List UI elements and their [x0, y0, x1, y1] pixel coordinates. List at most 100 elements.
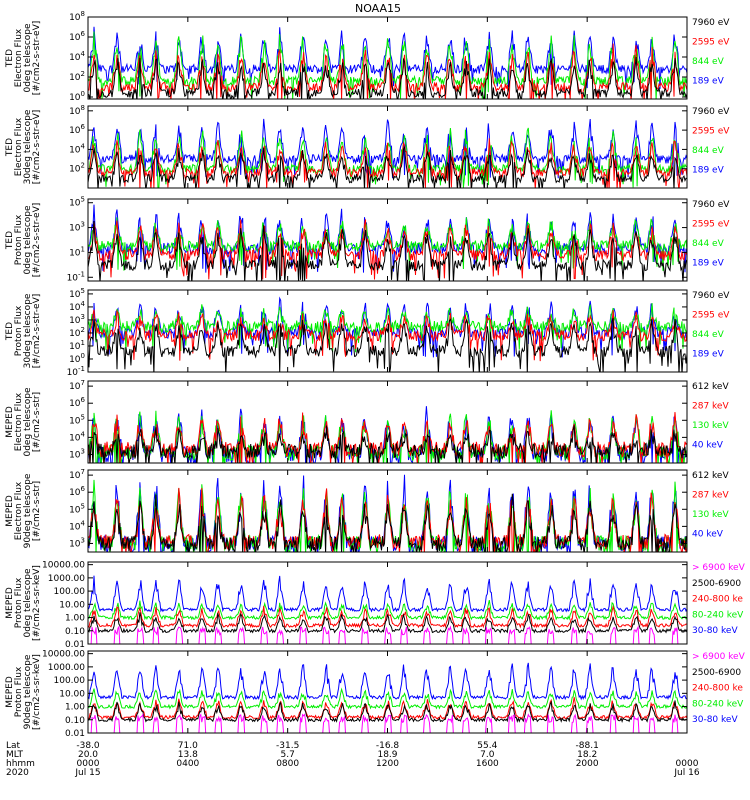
- legend-entry: 189 eV: [692, 350, 725, 360]
- x-tick-label: 2000: [576, 759, 599, 769]
- y-tick-label: 100: [69, 352, 85, 365]
- x-tick-label: -38.0: [76, 741, 100, 751]
- x-tick-label: -16.8: [376, 741, 400, 751]
- legend-entry: 2595 eV: [692, 220, 730, 230]
- series-line-red: [88, 697, 687, 721]
- series-line-green: [88, 31, 687, 99]
- panel-5: 103 104 105 106 107 MEPEDElectron Flux0deg te…: [5, 379, 729, 464]
- x-row-label: Lat: [6, 741, 21, 751]
- series-line-black: [88, 220, 687, 281]
- x-tick-label: 0000: [676, 759, 699, 769]
- x-tick-label: -88.1: [576, 741, 599, 751]
- series-line-red: [88, 604, 687, 629]
- legend-entry: 2500-6900: [692, 579, 741, 589]
- panel-3: 10-1 101 103 105 TEDProton Flux0deg telescop…: [5, 196, 730, 284]
- y-tick-label: 1000.00: [48, 663, 85, 673]
- legend-entry: 844 eV: [692, 146, 725, 156]
- x-tick-label: 13.8: [178, 750, 198, 760]
- series-line-black: [88, 425, 687, 463]
- y-tick-label: 105: [69, 502, 85, 515]
- x-tick-label: 0400: [176, 759, 199, 769]
- y-axis-label: TEDProton Flux30deg telescope[#/cm2-s-st…: [5, 293, 42, 368]
- series-line-red: [88, 138, 687, 188]
- x-row-label: hhmm: [6, 759, 35, 769]
- panel-data: [88, 204, 687, 281]
- legend-entry: > 6900 keV: [692, 563, 746, 573]
- y-axis-label: MEPEDProton Flux90deg telescope[#/cm2-s-…: [5, 654, 42, 730]
- x-tick-label: Jul 15: [74, 768, 100, 778]
- y-tick-label: 102: [69, 70, 85, 83]
- legend-entry: > 6900 keV: [692, 652, 746, 662]
- legend-entry: 189 eV: [692, 166, 725, 176]
- x-tick-label: Jul 16: [673, 768, 699, 778]
- series-line-black: [88, 317, 687, 372]
- legend-entry: 2595 eV: [692, 38, 730, 48]
- y-tick-label: 0.01: [65, 729, 85, 739]
- y-tick-label: 100: [69, 90, 85, 103]
- y-tick-label: 105: [69, 287, 85, 300]
- series-line-blue: [88, 296, 687, 358]
- series-line-red: [88, 43, 687, 99]
- panel-data: [88, 26, 687, 99]
- y-tick-label: 103: [69, 536, 85, 549]
- x-tick-label: 0000: [77, 759, 100, 769]
- panel-6: 103 104 105 106 107 MEPEDElectron Flux90deg t…: [5, 468, 729, 553]
- series-line-red: [88, 309, 687, 362]
- legend-entry: 30-80 keV: [692, 715, 738, 725]
- y-tick-label: 104: [69, 50, 85, 63]
- series-line-black: [88, 612, 687, 634]
- legend-entry: 7960 eV: [692, 200, 730, 210]
- y-tick-label: 105: [69, 413, 85, 426]
- panel-data: [88, 406, 687, 463]
- y-tick-label: 0.10: [65, 716, 85, 726]
- y-tick-label: 0.10: [65, 627, 85, 637]
- series-line-black: [88, 700, 687, 724]
- y-tick-label: 1000.00: [48, 574, 85, 584]
- series-line-magenta: [90, 712, 679, 733]
- y-tick-label: 104: [69, 300, 85, 313]
- y-tick-label: 108: [69, 10, 85, 23]
- series-line-red: [88, 412, 687, 463]
- series-line-blue: [88, 662, 687, 701]
- legend-entry: 612 keV: [692, 382, 729, 392]
- y-tick-label: 10-1: [67, 270, 85, 283]
- panel-data: [88, 575, 687, 644]
- series-line-magenta: [90, 625, 679, 644]
- y-tick-label: 1.00: [65, 614, 85, 624]
- y-tick-label: 108: [69, 104, 85, 117]
- x-tick-label: 0800: [276, 759, 299, 769]
- y-tick-label: 10000.00: [42, 650, 85, 660]
- y-axis-label: MEPEDProton Flux0deg telescope[#/cm2-s-s…: [5, 565, 42, 641]
- legend-entry: 7960 eV: [692, 107, 730, 117]
- series-line-green: [88, 599, 687, 621]
- y-tick-label: 10-1: [67, 365, 85, 378]
- x-tick-label: 1600: [476, 759, 499, 769]
- series-line-blue: [88, 575, 687, 613]
- panel-data: [88, 474, 687, 552]
- series-line-blue: [88, 118, 687, 179]
- series-line-black: [88, 145, 687, 188]
- series-line-black: [88, 56, 687, 99]
- y-tick-label: 100.00: [54, 676, 86, 686]
- x-tick-label: 55.4: [477, 741, 497, 751]
- legend-entry: 2595 eV: [692, 311, 730, 321]
- y-tick-label: 1.00: [65, 703, 85, 713]
- legend-entry: 130 keV: [692, 510, 729, 520]
- legend-entry: 40 keV: [692, 530, 724, 540]
- legend-entry: 80-240 keV: [692, 610, 744, 620]
- figure-title: NOAA15: [355, 2, 401, 15]
- y-tick-label: 105: [69, 196, 85, 209]
- y-tick-label: 102: [69, 326, 85, 339]
- y-tick-label: 101: [69, 245, 85, 258]
- x-tick-label: 18.9: [377, 750, 397, 760]
- x-tick-label: -31.5: [276, 741, 299, 751]
- x-tick-label: 20.0: [78, 750, 98, 760]
- y-tick-label: 106: [69, 396, 85, 409]
- x-row-label: 2020: [6, 768, 29, 778]
- legend-entry: 844 eV: [692, 57, 725, 67]
- y-axis-label: TEDElectron Flux0deg telescope[#/cm2-s-s…: [5, 21, 42, 96]
- y-tick-label: 102: [69, 162, 85, 175]
- y-tick-label: 103: [69, 313, 85, 326]
- series-line-red: [88, 487, 687, 552]
